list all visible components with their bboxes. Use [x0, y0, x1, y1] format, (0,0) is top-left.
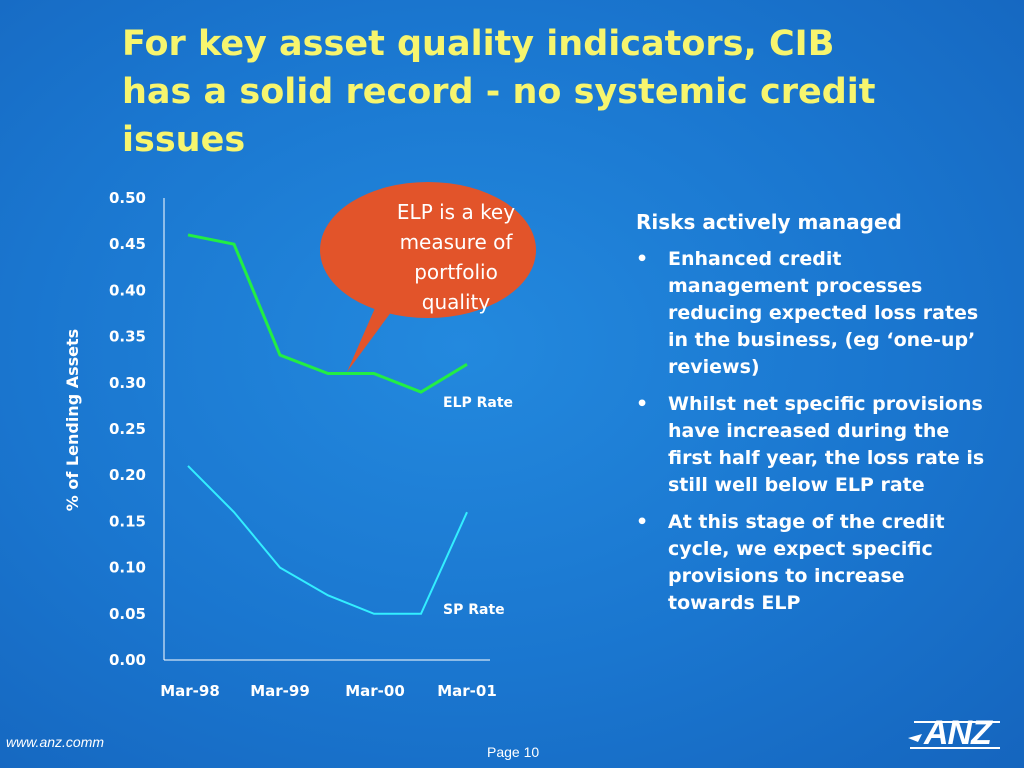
y-tick-label: 0.35 [109, 328, 146, 346]
series-label-elp: ELP Rate [443, 395, 513, 411]
y-tick-label: 0.50 [109, 189, 146, 207]
list-item: • Whilst net specific provisions have in… [636, 391, 986, 499]
callout-line: measure of [400, 230, 514, 254]
list-item-text: Enhanced credit management processes red… [668, 248, 979, 378]
list-item: • Enhanced credit management processes r… [636, 246, 986, 381]
slide-title: For key asset quality indicators, CIB ha… [122, 20, 1002, 164]
x-tick-label: Mar-00 [345, 682, 405, 700]
logo-swoosh-icon [908, 721, 1000, 749]
list-item: • At this stage of the credit cycle, we … [636, 509, 986, 617]
title-line: issues [122, 120, 246, 160]
y-tick-label: 0.25 [109, 420, 146, 438]
series-lines [187, 233, 468, 615]
anz-logo: ANZ [908, 714, 1004, 754]
callout-line: portfolio [414, 260, 498, 284]
bullet-icon: • [636, 248, 649, 270]
title-line: For key asset quality indicators, CIB [122, 24, 835, 64]
y-tick-label: 0.20 [109, 466, 146, 484]
bullet-icon: • [636, 511, 649, 533]
y-tick-label: 0.00 [109, 651, 146, 669]
y-axis: 0.50 0.45 0.40 0.35 0.30 0.25 0.20 0.15 0.10 0.05… [109, 189, 165, 669]
y-tick-label: 0.45 [109, 235, 146, 253]
y-tick-label: 0.30 [109, 374, 146, 392]
risks-panel: Risks actively managed • Enhanced credit… [636, 208, 986, 627]
y-tick-label: 0.40 [109, 281, 146, 299]
list-item-text: Whilst net specific provisions have incr… [668, 393, 985, 496]
y-tick-label: 0.05 [109, 605, 146, 623]
y-tick-label: 0.15 [109, 512, 146, 530]
title-line: has a solid record - no systemic credit [122, 72, 876, 112]
risks-heading: Risks actively managed [636, 210, 902, 234]
x-axis: Mar-98 Mar-99 Mar-00 Mar-01 [160, 659, 497, 700]
page-number: Page 10 [487, 744, 540, 760]
y-axis-title: % of Lending Assets [63, 329, 82, 511]
y-tick-label: 0.10 [109, 559, 146, 577]
callout-tail [347, 300, 400, 372]
list-item-text: At this stage of the credit cycle, we ex… [668, 511, 945, 614]
elp-rate-line [187, 233, 468, 394]
x-tick-label: Mar-01 [437, 682, 497, 700]
footer-url[interactable]: www.anz.comm [6, 734, 105, 750]
sp-rate-line [187, 465, 468, 615]
logo-text: ANZ [924, 714, 992, 752]
callout-line: ELP is a key [397, 200, 515, 224]
callout-bubble: ELP is a key measure of portfolio qualit… [320, 182, 536, 372]
series-label-sp: SP Rate [443, 602, 505, 618]
bullet-icon: • [636, 393, 649, 415]
x-tick-label: Mar-98 [160, 682, 220, 700]
callout-ellipse [320, 182, 536, 318]
risks-list: • Enhanced credit management processes r… [636, 246, 986, 617]
x-tick-label: Mar-99 [250, 682, 310, 700]
callout-line: quality [422, 290, 491, 314]
